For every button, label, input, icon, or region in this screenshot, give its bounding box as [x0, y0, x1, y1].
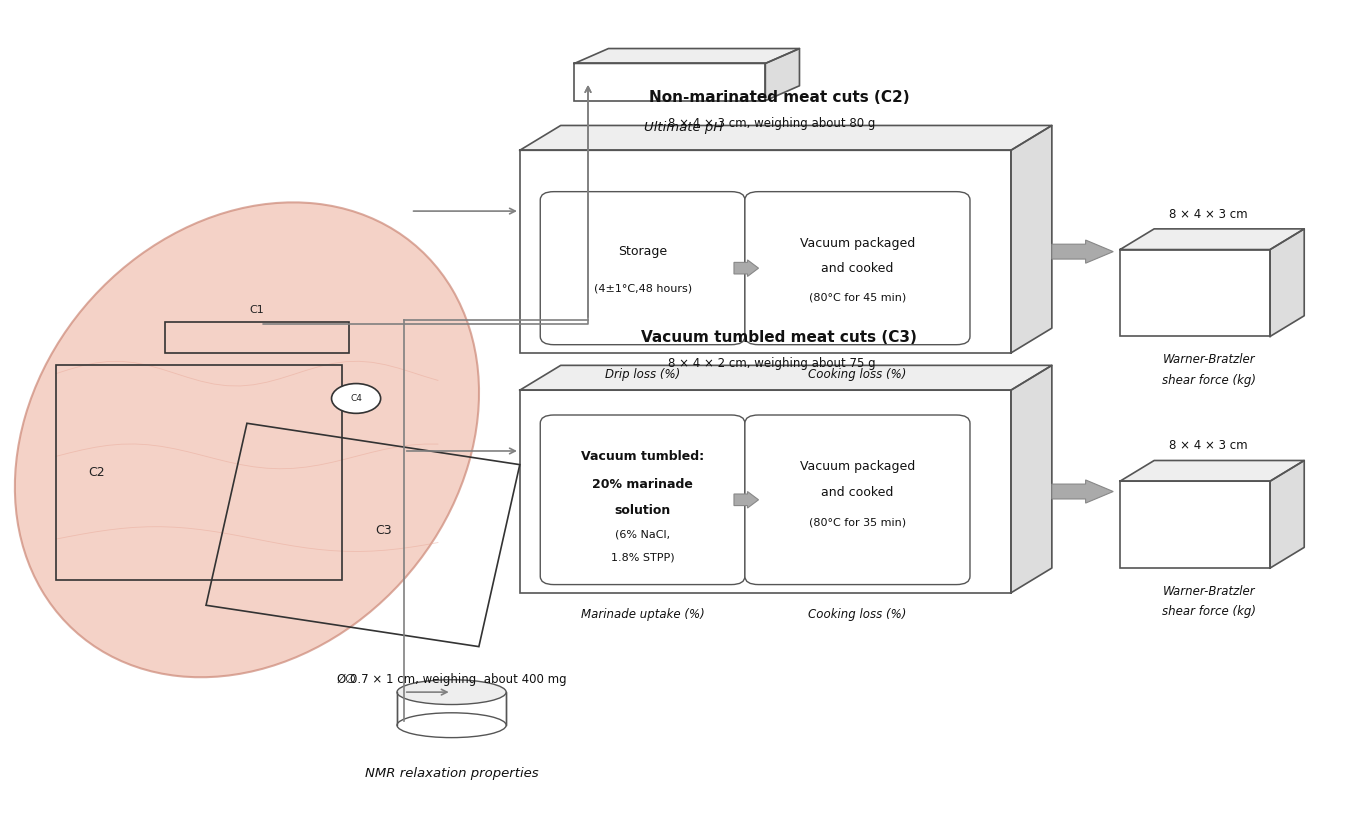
- Polygon shape: [1120, 229, 1304, 250]
- Text: C4: C4: [350, 394, 362, 403]
- Text: 8 × 4 × 3 cm: 8 × 4 × 3 cm: [1169, 439, 1248, 452]
- Text: Vacuum tumbled meat cuts (C3): Vacuum tumbled meat cuts (C3): [641, 330, 917, 344]
- Text: shear force (kg): shear force (kg): [1162, 605, 1256, 618]
- FancyBboxPatch shape: [519, 150, 1012, 353]
- FancyBboxPatch shape: [540, 415, 745, 584]
- Text: C2: C2: [89, 466, 105, 480]
- FancyBboxPatch shape: [1120, 250, 1270, 336]
- Text: Marinade uptake (%): Marinade uptake (%): [581, 608, 704, 621]
- Text: NMR relaxation properties: NMR relaxation properties: [365, 767, 539, 779]
- Polygon shape: [766, 48, 800, 100]
- Polygon shape: [519, 125, 1051, 150]
- FancyBboxPatch shape: [745, 192, 971, 344]
- Text: Cooking loss (%): Cooking loss (%): [808, 608, 906, 621]
- Polygon shape: [1051, 480, 1113, 503]
- Text: 8 × 4 × 2 cm, weighing about 75 g: 8 × 4 × 2 cm, weighing about 75 g: [668, 357, 876, 369]
- Polygon shape: [1120, 461, 1304, 481]
- Polygon shape: [1270, 461, 1304, 568]
- Text: solution: solution: [614, 504, 671, 517]
- Ellipse shape: [396, 680, 506, 705]
- Polygon shape: [734, 260, 759, 276]
- Text: Non-marinated meat cuts (C2): Non-marinated meat cuts (C2): [649, 90, 909, 105]
- Text: 1.8% STPP): 1.8% STPP): [611, 553, 674, 563]
- Text: C1: C1: [250, 305, 265, 315]
- Text: Vacuum tumbled:: Vacuum tumbled:: [581, 451, 704, 463]
- Text: (6% NaCl,: (6% NaCl,: [615, 530, 670, 540]
- Text: Drip loss (%): Drip loss (%): [606, 368, 681, 381]
- Polygon shape: [1012, 125, 1051, 353]
- Text: C3: C3: [375, 525, 392, 537]
- Text: Warner-Bratzler: Warner-Bratzler: [1162, 353, 1255, 366]
- Text: and cooked: and cooked: [822, 261, 894, 275]
- Ellipse shape: [15, 203, 478, 677]
- Ellipse shape: [396, 713, 506, 738]
- Polygon shape: [574, 48, 800, 63]
- Text: Storage: Storage: [618, 245, 667, 258]
- Polygon shape: [1270, 229, 1304, 336]
- Polygon shape: [1012, 365, 1051, 593]
- Text: (4±1°C,48 hours): (4±1°C,48 hours): [593, 284, 692, 294]
- Text: Vacuum packaged: Vacuum packaged: [800, 460, 915, 472]
- Text: Cooking loss (%): Cooking loss (%): [808, 368, 906, 381]
- FancyBboxPatch shape: [1120, 481, 1270, 568]
- Polygon shape: [734, 491, 759, 508]
- Text: 8 × 4 × 3 cm, weighing about 80 g: 8 × 4 × 3 cm, weighing about 80 g: [668, 116, 876, 129]
- Polygon shape: [1051, 240, 1113, 263]
- FancyBboxPatch shape: [745, 415, 971, 584]
- Text: (80°C for 35 min): (80°C for 35 min): [809, 518, 906, 528]
- Bar: [165, 321, 349, 353]
- Polygon shape: [519, 365, 1051, 390]
- Text: shear force (kg): shear force (kg): [1162, 374, 1256, 387]
- Bar: [396, 692, 506, 725]
- Text: Ø 0.7 × 1 cm, weighing  about 400 mg: Ø 0.7 × 1 cm, weighing about 400 mg: [336, 672, 566, 686]
- Text: 8 × 4 × 3 cm: 8 × 4 × 3 cm: [1169, 208, 1248, 221]
- FancyBboxPatch shape: [540, 192, 745, 344]
- Text: (80°C for 45 min): (80°C for 45 min): [809, 292, 906, 302]
- FancyBboxPatch shape: [519, 390, 1012, 593]
- Text: Warner-Bratzler: Warner-Bratzler: [1162, 584, 1255, 598]
- Text: 20% marinade: 20% marinade: [592, 478, 693, 491]
- Text: ∅: ∅: [344, 672, 354, 686]
- Circle shape: [332, 383, 380, 413]
- Bar: [574, 63, 766, 100]
- Text: and cooked: and cooked: [822, 486, 894, 499]
- Text: Ultimate pH: Ultimate pH: [644, 121, 723, 134]
- Text: Vacuum packaged: Vacuum packaged: [800, 237, 915, 250]
